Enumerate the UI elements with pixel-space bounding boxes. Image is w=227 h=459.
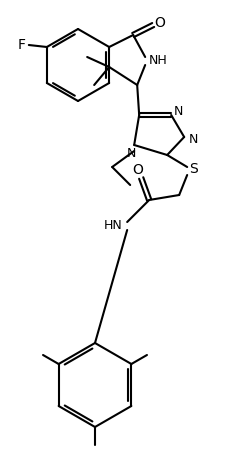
Text: N: N [188,133,197,146]
Text: O: O [154,16,165,30]
Text: N: N [173,105,182,118]
Text: HN: HN [103,218,122,231]
Text: NH: NH [148,54,167,67]
Text: O: O [132,163,143,177]
Text: N: N [126,146,135,159]
Text: S: S [188,162,197,176]
Text: F: F [18,38,26,52]
